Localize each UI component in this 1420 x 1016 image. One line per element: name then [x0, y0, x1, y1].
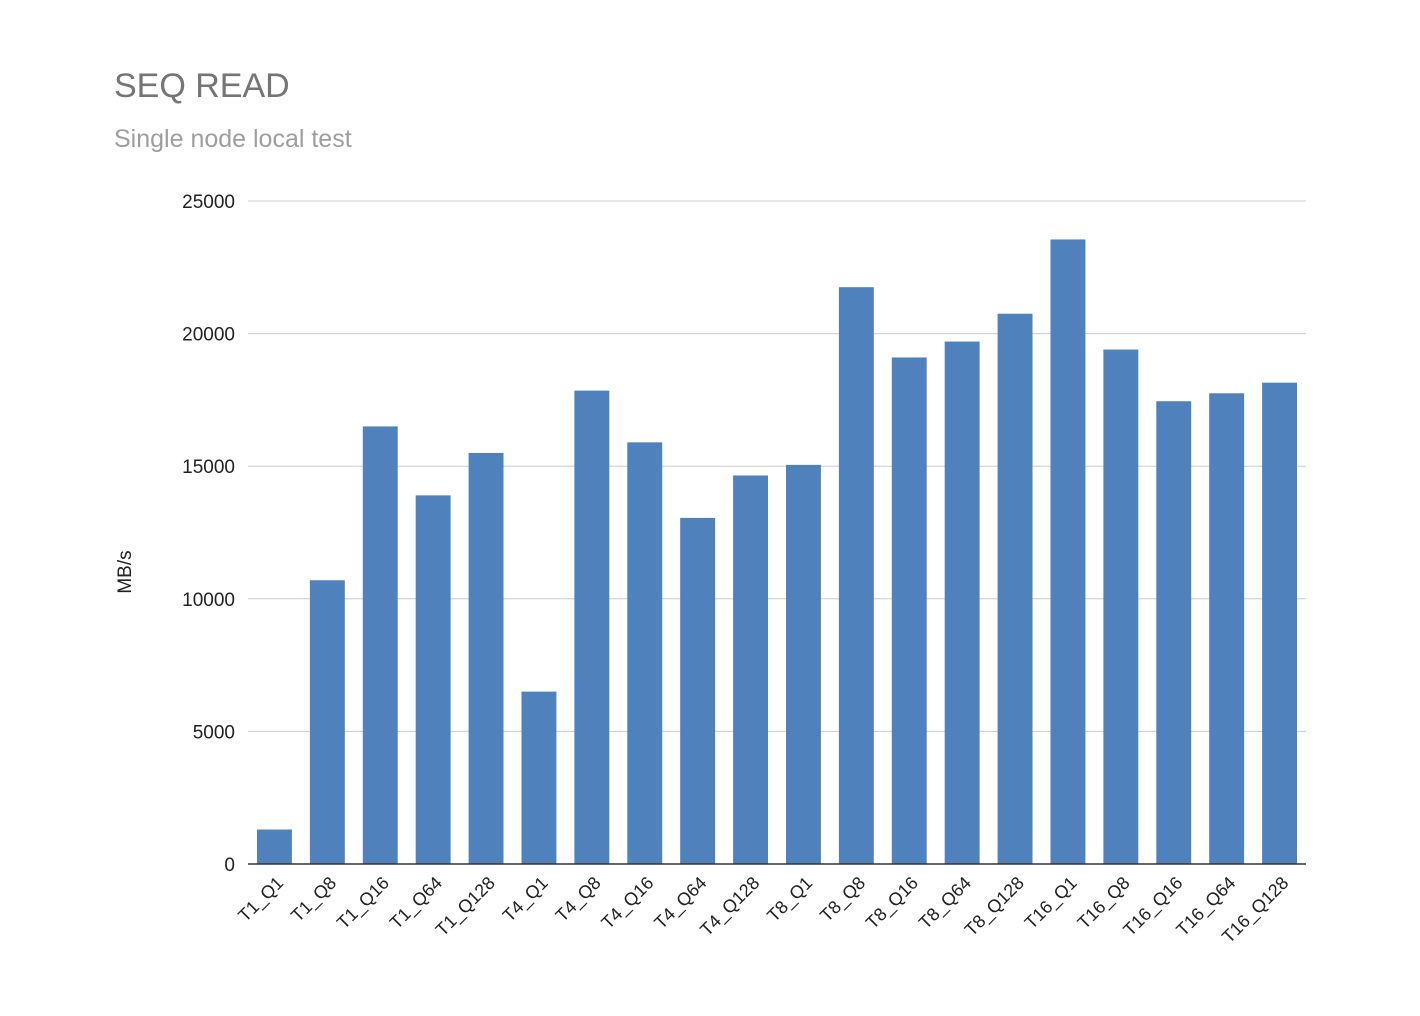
- bar-t4-q8: [574, 390, 610, 864]
- x-tick-label: T16_Q1: [1021, 873, 1082, 934]
- y-tick-label: 5000: [193, 722, 235, 743]
- y-tick-label: 15000: [182, 457, 235, 478]
- x-tick-label: T8_Q16: [862, 873, 923, 934]
- bar-t1-q64: [415, 495, 451, 864]
- bar-t16-q8: [1103, 349, 1139, 865]
- bar-t8-q128: [997, 313, 1033, 865]
- bar-t16-q1: [1050, 239, 1086, 865]
- y-tick-label: 20000: [182, 325, 235, 346]
- x-tick-label: T4_Q16: [597, 873, 658, 934]
- chart-title: SEQ READ: [114, 67, 290, 105]
- bar-t8-q1: [785, 464, 821, 864]
- bar-t4-q1: [521, 691, 557, 864]
- bar-t1-q8: [309, 580, 345, 864]
- y-axis-title: MB/s: [115, 550, 136, 593]
- bar-t16-q16: [1156, 401, 1192, 864]
- bar-t16-q64: [1209, 393, 1245, 864]
- x-tick-label: T1_Q16: [333, 873, 394, 934]
- bar-t8-q64: [944, 341, 980, 864]
- bar-t4-q16: [627, 442, 663, 864]
- bar-t4-q64: [680, 517, 716, 864]
- bar-t16-q128: [1262, 382, 1298, 864]
- x-tick-label: T8_Q1: [763, 873, 817, 927]
- chart-subtitle: Single node local test: [114, 125, 352, 153]
- y-tick-label: 0: [224, 855, 235, 876]
- y-tick-label: 10000: [182, 590, 235, 611]
- y-axis-ticks: 0 5000 10000 15000 20000 25000: [182, 192, 235, 876]
- bars: [256, 239, 1298, 865]
- bar-t8-q16: [891, 357, 927, 864]
- bar-t4-q128: [733, 475, 769, 864]
- gridlines: [248, 200, 1306, 732]
- y-tick-label: 25000: [182, 192, 235, 213]
- bar-t1-q128: [468, 452, 504, 864]
- bar-t1-q1: [256, 829, 292, 864]
- bar-t8-q8: [838, 287, 874, 864]
- x-tick-label: T1_Q1: [234, 873, 288, 927]
- bar-t1-q16: [362, 426, 398, 864]
- x-tick-label: T4_Q1: [499, 873, 553, 927]
